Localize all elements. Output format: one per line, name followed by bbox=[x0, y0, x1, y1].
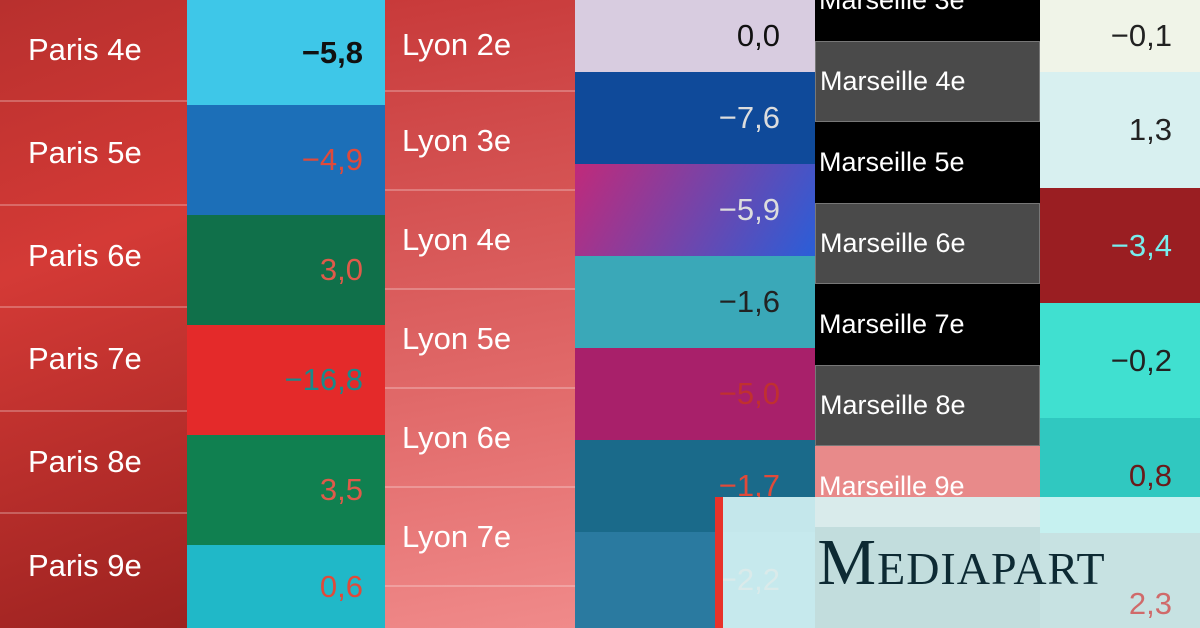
lyon-value: −7,6 bbox=[575, 72, 815, 164]
marseille-value: 1,3 bbox=[1040, 72, 1200, 188]
marseille-label: Marseille 8e bbox=[815, 365, 1040, 446]
marseille-value: −0,2 bbox=[1040, 303, 1200, 418]
marseille-value: 2,3 bbox=[1128, 586, 1172, 621]
marseille-label: Marseille 4e bbox=[815, 41, 1040, 122]
paris-values-column: −5,8 −4,9 3,0 −16,8 3,5 0,6 bbox=[187, 0, 385, 628]
lyon-label: Lyon 5e bbox=[385, 290, 575, 389]
marseille-label: Marseille 5e bbox=[819, 147, 965, 177]
paris-label: Paris 7e bbox=[0, 308, 187, 412]
lyon-value: −5,0 bbox=[575, 348, 815, 440]
lyon-label: Lyon 4e bbox=[385, 191, 575, 290]
marseille-label: Marseille 6e bbox=[815, 203, 1040, 284]
marseille-value: −3,4 bbox=[1040, 188, 1200, 303]
paris-value: −16,8 bbox=[187, 325, 385, 435]
paris-value: −4,9 bbox=[187, 105, 385, 215]
lyon-label: Lyon 6e bbox=[385, 389, 575, 488]
lyon-label: Lyon 7e bbox=[385, 488, 575, 587]
mediapart-logo: Mediapart bbox=[715, 497, 1200, 628]
lyon-label: Lyon 2e bbox=[385, 0, 575, 92]
paris-label: Paris 8e bbox=[0, 412, 187, 514]
paris-value: 0,6 bbox=[187, 545, 385, 628]
paris-label: Paris 9e bbox=[28, 548, 142, 583]
paris-label: Paris 4e bbox=[0, 0, 187, 102]
lyon-label: Lyon 3e bbox=[385, 92, 575, 191]
paris-labels-column: Paris 4e Paris 5e Paris 6e Paris 7e Pari… bbox=[0, 0, 187, 628]
logo-text: Mediapart bbox=[817, 525, 1106, 599]
paris-label: Paris 5e bbox=[0, 102, 187, 206]
marseille-label: Marseille 7e bbox=[819, 309, 965, 339]
paris-value: −5,8 bbox=[187, 0, 385, 105]
marseille-values-column: −0,1 1,3 −3,4 −0,2 0,8 bbox=[1040, 0, 1200, 628]
marseille-value: −0,1 bbox=[1040, 0, 1200, 72]
lyon-value: −5,9 bbox=[575, 164, 815, 256]
lyon-value: −1,6 bbox=[575, 256, 815, 348]
lyon-value: 0,0 bbox=[575, 0, 815, 72]
paris-label: Paris 6e bbox=[0, 206, 187, 308]
lyon-labels-column: Lyon 2e Lyon 3e Lyon 4e Lyon 5e Lyon 6e … bbox=[385, 0, 575, 628]
marseille-label: Marseille 3e bbox=[815, 0, 1040, 40]
paris-value: 3,0 bbox=[187, 215, 385, 325]
paris-value: 3,5 bbox=[187, 435, 385, 545]
